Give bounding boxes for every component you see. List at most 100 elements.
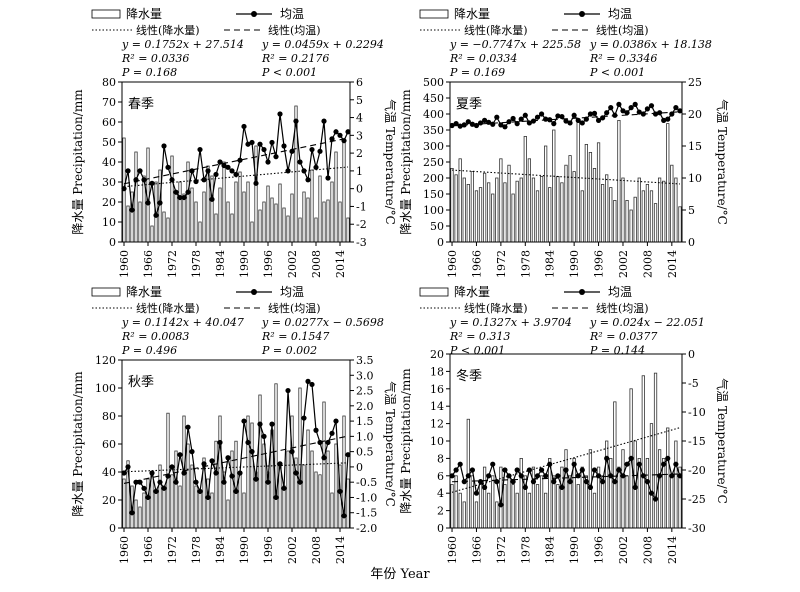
temperature-point: [644, 106, 651, 112]
temperature-point: [612, 112, 618, 118]
temperature-point: [313, 164, 319, 170]
precip-bar: [178, 485, 182, 529]
temperature-point: [229, 168, 235, 174]
temperature-point: [469, 467, 475, 473]
y-right-tick-label: 1.5: [356, 415, 374, 428]
legend-bar-label: 降水量: [454, 7, 490, 21]
temperature-point: [498, 502, 504, 508]
precip-bar: [218, 415, 222, 529]
season-label: 秋季: [128, 375, 154, 390]
precip-bar: [182, 193, 186, 243]
precip-bar: [535, 190, 540, 243]
y-right-tick-label: 5: [356, 94, 363, 107]
precip-bar: [629, 209, 633, 243]
precip-bar: [462, 177, 466, 243]
temperature-point: [461, 479, 467, 485]
temperature-point: [453, 467, 459, 473]
temperature-point: [233, 171, 239, 178]
temperature-point: [575, 473, 581, 479]
precip-bar: [122, 478, 126, 529]
precip-bar: [186, 443, 190, 529]
precip-bar: [621, 177, 625, 243]
temperature-point: [201, 461, 207, 467]
temperature-point: [677, 473, 683, 479]
precip-bar: [178, 181, 182, 243]
temperature-point: [628, 455, 634, 461]
precip-bar: [613, 199, 617, 243]
temperature-point: [620, 473, 626, 479]
precip-bar: [666, 123, 670, 243]
temperature-point: [281, 143, 287, 149]
precip-bar: [596, 142, 601, 243]
temperature-point: [221, 479, 227, 485]
y-left-tick-label: 400: [423, 108, 444, 121]
precip-bar: [186, 161, 190, 243]
temperature-point: [161, 485, 167, 491]
temperature-point: [567, 120, 573, 126]
precip-bar: [214, 440, 218, 529]
precip-bar: [310, 450, 314, 529]
precip-bar: [527, 158, 531, 243]
temperature-point: [600, 115, 606, 121]
temperature-point: [181, 194, 187, 201]
precip-bar: [503, 182, 507, 243]
temperature-point: [173, 189, 179, 195]
temperature-regression-stat: R² = 0.1547: [261, 330, 329, 343]
precip-regression-stat: y = 0.1327x + 3.9704: [449, 316, 572, 329]
precip-regression-stat: R² = 0.0083: [121, 330, 189, 343]
precip-bar: [298, 217, 302, 243]
x-tick-label: 1978: [519, 536, 532, 564]
precip-bar: [230, 213, 234, 243]
temperature-point: [249, 139, 255, 146]
precip-bar: [230, 450, 234, 529]
precip-bar: [613, 401, 617, 529]
temperature-point: [506, 119, 512, 125]
temperature-point: [482, 117, 488, 123]
precip-bar: [641, 190, 645, 243]
temperature-point: [530, 479, 537, 485]
precip-bar: [657, 449, 662, 529]
temperature-point: [121, 470, 127, 476]
precip-bar: [194, 201, 198, 243]
temperature-point: [337, 132, 343, 138]
temperature-point: [632, 101, 638, 107]
y-right-tick-label: 20: [688, 108, 702, 121]
x-tick-label: 2002: [617, 250, 630, 278]
y-left-tick-label: 50: [102, 136, 116, 149]
temperature-point: [309, 146, 315, 153]
temperature-point: [661, 461, 667, 467]
precip-bar: [507, 164, 511, 243]
x-tick-label: 2014: [334, 250, 347, 278]
precip-bar: [576, 120, 580, 243]
precip-bar: [234, 440, 238, 529]
precip-bar: [503, 484, 507, 529]
temperature-point: [337, 488, 343, 494]
y-left-tick-label: 30: [102, 176, 116, 189]
precip-bar: [625, 475, 629, 529]
precip-bar: [210, 175, 214, 243]
temperature-point: [636, 461, 642, 467]
temperature-point: [137, 168, 143, 174]
precip-bar: [515, 180, 519, 243]
temperature-point: [640, 111, 646, 117]
precip-bar: [653, 203, 658, 243]
precip-bar: [194, 485, 198, 529]
precip-bar: [226, 499, 230, 529]
x-tick-label: 1996: [593, 536, 606, 564]
temperature-point: [209, 458, 215, 464]
precip-bar: [674, 440, 678, 529]
precip-bar: [609, 457, 613, 529]
temperature-point: [153, 212, 159, 218]
y-right-tick-label: 3: [356, 129, 363, 142]
temperature-point: [563, 467, 569, 473]
y-left-tick-label: 50: [430, 220, 444, 233]
precip-bar: [174, 191, 178, 243]
temperature-point: [473, 490, 480, 496]
temperature-point: [522, 112, 528, 118]
precip-bar: [527, 492, 531, 529]
precip-bar: [625, 199, 629, 243]
precip-bar: [531, 177, 536, 243]
x-tick-label: 2008: [641, 250, 654, 278]
temperature-point: [604, 110, 610, 116]
figure-x-label: 年份 Year: [370, 567, 430, 582]
